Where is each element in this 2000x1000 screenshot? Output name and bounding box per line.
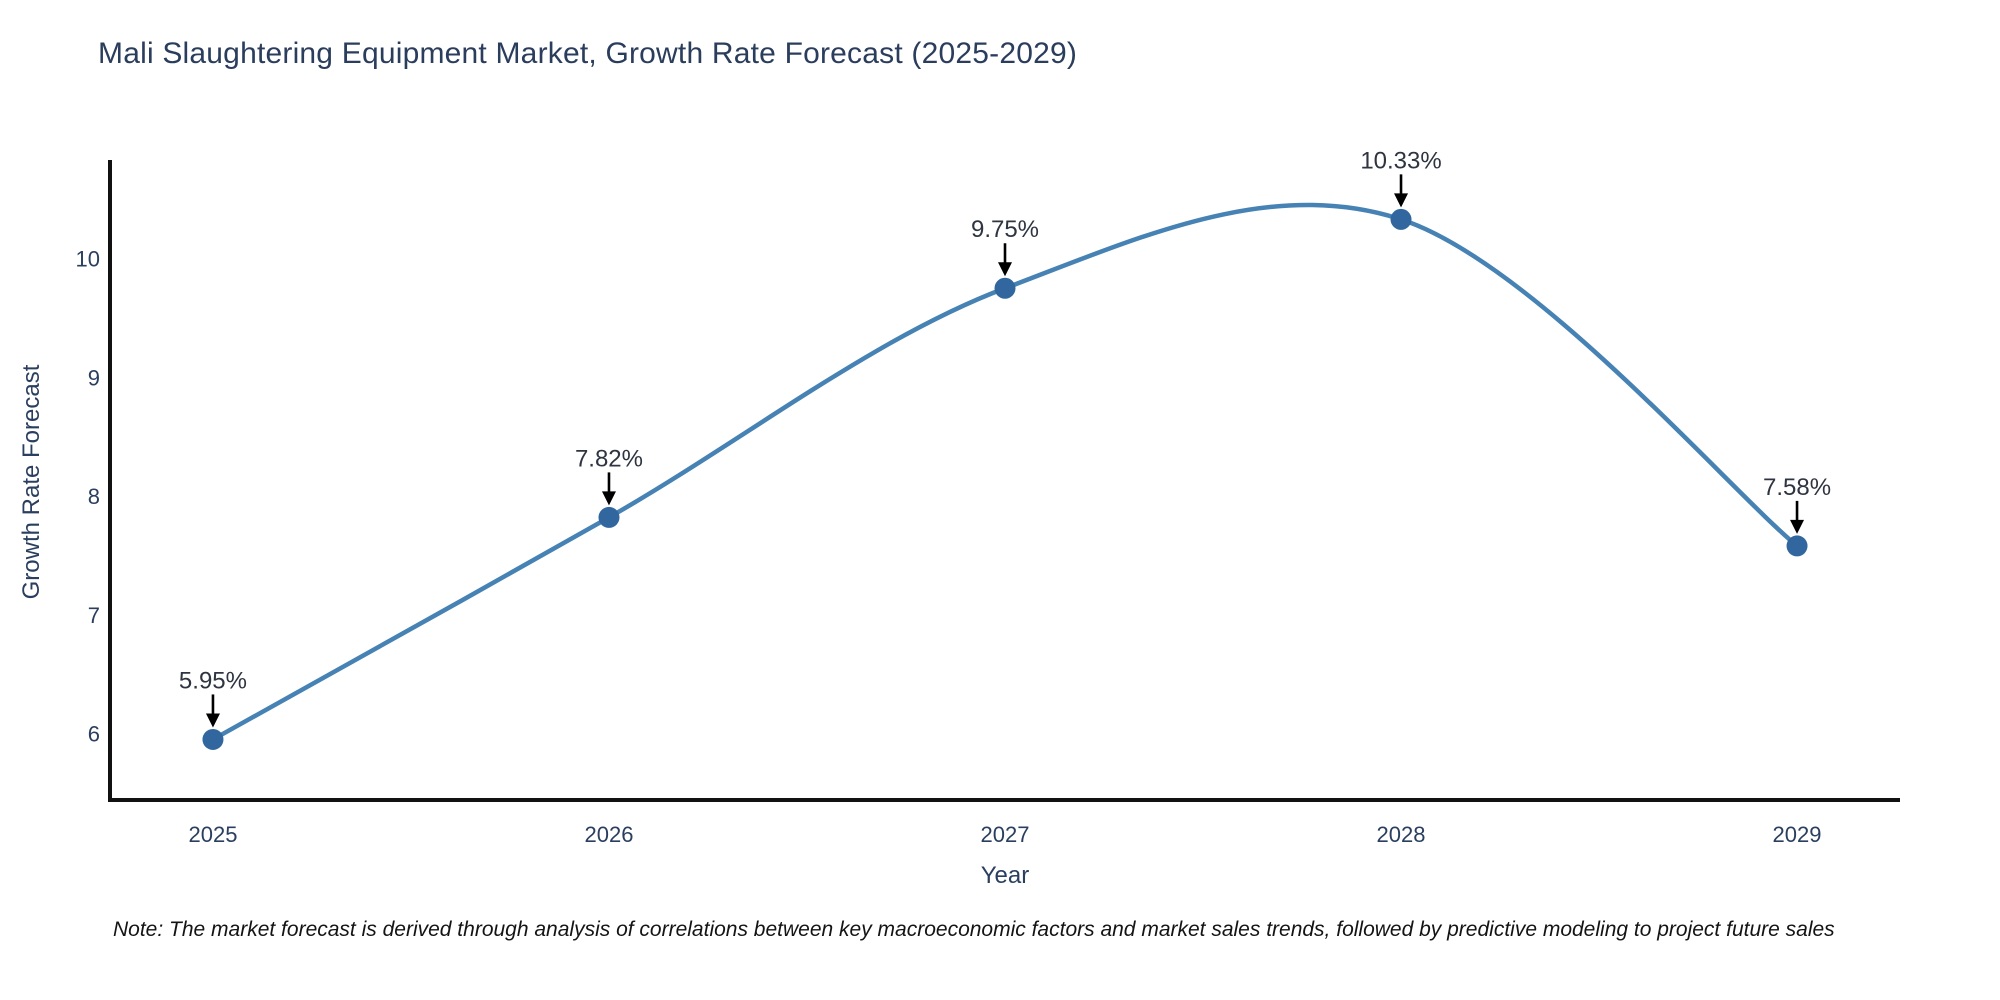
data-point-marker bbox=[1786, 535, 1808, 557]
y-tick-label: 9 bbox=[88, 365, 100, 390]
chart-title: Mali Slaughtering Equipment Market, Grow… bbox=[98, 37, 1078, 70]
y-tick-label: 6 bbox=[88, 722, 100, 747]
point-value-label: 5.95% bbox=[179, 667, 247, 694]
x-tick-label: 2027 bbox=[981, 822, 1030, 847]
data-point-marker bbox=[1390, 208, 1412, 230]
x-tick-label: 2025 bbox=[188, 822, 237, 847]
data-point-marker bbox=[994, 277, 1016, 299]
data-point-marker bbox=[202, 728, 224, 750]
annotation-arrowhead bbox=[1790, 519, 1805, 534]
point-value-label: 9.75% bbox=[971, 216, 1039, 243]
x-tick-labels: 2025 2026 2027 2028 2029 bbox=[188, 822, 1821, 847]
y-tick-label: 10 bbox=[76, 247, 100, 272]
data-point-marker bbox=[598, 506, 620, 528]
annotation-arrowhead bbox=[1394, 193, 1409, 208]
y-tick-labels: 6 7 8 9 10 bbox=[76, 247, 100, 747]
annotation-layer: 5.95% 7.82% 9.75% 10.33% 7.58% bbox=[179, 147, 1831, 728]
y-tick-label: 8 bbox=[88, 484, 100, 509]
x-axis-title: Year bbox=[980, 862, 1030, 889]
point-value-label: 10.33% bbox=[1360, 147, 1441, 174]
x-tick-label: 2028 bbox=[1377, 822, 1426, 847]
series-layer bbox=[202, 202, 1808, 750]
annotation-arrowhead bbox=[998, 262, 1012, 277]
y-axis-title: Growth Rate Forecast bbox=[18, 364, 45, 600]
annotation-arrowhead bbox=[601, 491, 616, 506]
chart-note: Note: The market forecast is derived thr… bbox=[113, 918, 1835, 941]
y-tick-label: 7 bbox=[88, 603, 100, 628]
point-value-label: 7.82% bbox=[575, 445, 643, 472]
annotation-arrowhead bbox=[205, 713, 220, 728]
x-tick-label: 2026 bbox=[585, 822, 634, 847]
x-tick-label: 2029 bbox=[1773, 822, 1822, 847]
point-value-label: 7.58% bbox=[1763, 474, 1831, 501]
